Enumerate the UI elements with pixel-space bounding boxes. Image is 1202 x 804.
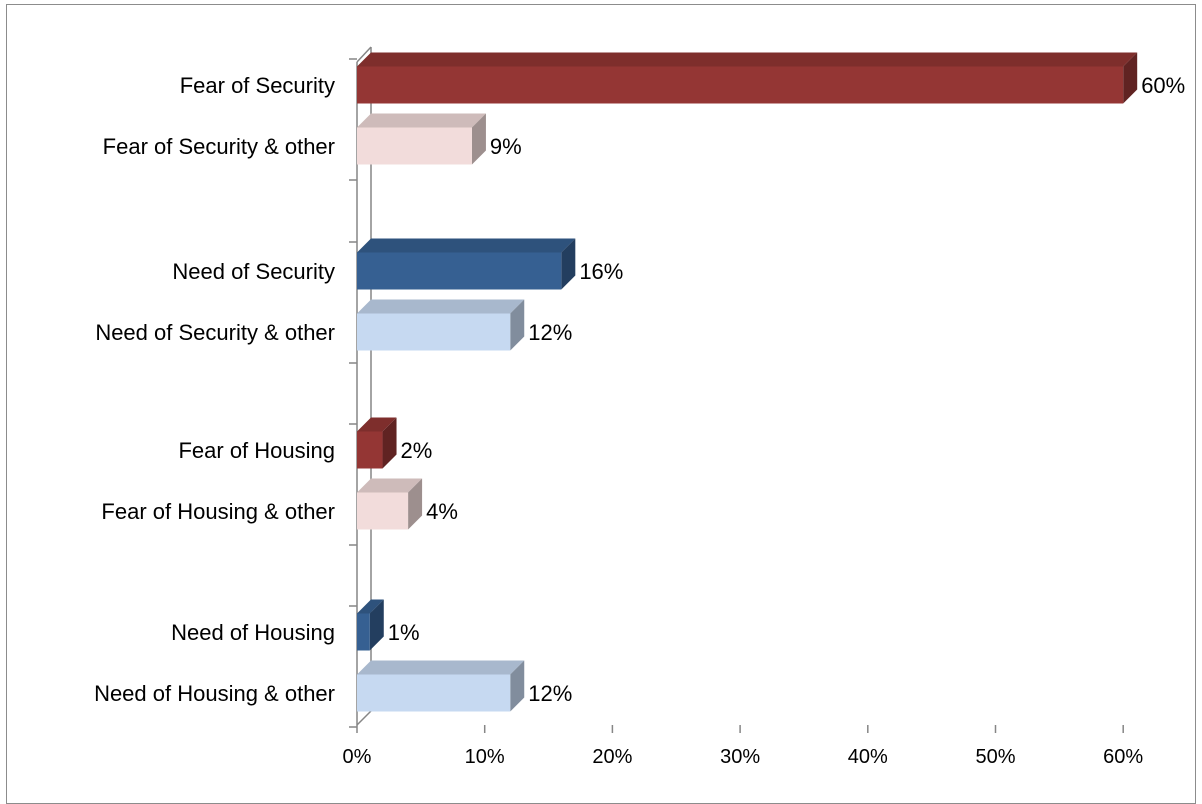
- bar-side-face: [1123, 52, 1138, 104]
- bar-side-face: [382, 417, 397, 469]
- bar-top-face: [357, 299, 525, 314]
- bar: [357, 492, 409, 530]
- bar-side-face: [561, 238, 576, 290]
- bar: [357, 66, 1124, 104]
- bar-top-face: [357, 599, 384, 614]
- bar-top-face: [357, 660, 525, 675]
- bar-top-face: [357, 113, 486, 128]
- data-label: 12%: [528, 320, 572, 345]
- bar: [357, 613, 370, 651]
- bar-side-face: [510, 299, 525, 351]
- bar-top-face: [357, 52, 1138, 67]
- data-label: 1%: [388, 620, 420, 645]
- bar: [357, 674, 511, 712]
- data-label: 16%: [579, 259, 623, 284]
- bar-chart: 0% 10% 20% 30% 40% 50% 60% 60% Fear of Security 9…: [94, 46, 1185, 768]
- bar: [357, 431, 383, 469]
- category-label: Fear of Housing & other: [101, 499, 335, 524]
- axis-bottom-join: [356, 710, 372, 726]
- category-label: Need of Security & other: [95, 320, 335, 345]
- chart-frame: 0% 10% 20% 30% 40% 50% 60% 60% Fear of Security 9…: [6, 4, 1196, 804]
- x-tick-label: 30%: [720, 746, 760, 768]
- bar-top-face: [357, 417, 397, 432]
- category-label: Fear of Housing: [178, 438, 335, 463]
- bar: [357, 127, 472, 165]
- x-tick-label: 20%: [592, 746, 632, 768]
- x-tick-label: 0%: [343, 746, 372, 768]
- category-label: Fear of Security: [180, 73, 335, 98]
- bar-side-face: [471, 113, 486, 165]
- bar-side-face: [510, 660, 525, 712]
- bar-side-face: [369, 599, 384, 651]
- x-tick-label: 60%: [1103, 746, 1143, 768]
- bar-top-face: [357, 238, 576, 253]
- bar: [357, 252, 562, 290]
- data-label: 12%: [528, 681, 572, 706]
- x-tick-label: 40%: [848, 746, 888, 768]
- category-label: Fear of Security & other: [103, 134, 335, 159]
- category-label: Need of Housing: [171, 620, 335, 645]
- bar-top-face: [357, 478, 423, 493]
- x-tick-label: 50%: [975, 746, 1015, 768]
- data-label: 60%: [1141, 73, 1185, 98]
- axis-top-join: [356, 46, 372, 63]
- category-label: Need of Housing & other: [94, 681, 335, 706]
- bar-side-face: [408, 478, 423, 530]
- bar: [357, 313, 511, 351]
- category-label: Need of Security: [172, 259, 335, 284]
- x-tick-label: 10%: [465, 746, 505, 768]
- data-label: 4%: [426, 499, 458, 524]
- data-label: 2%: [401, 438, 433, 463]
- data-label: 9%: [490, 134, 522, 159]
